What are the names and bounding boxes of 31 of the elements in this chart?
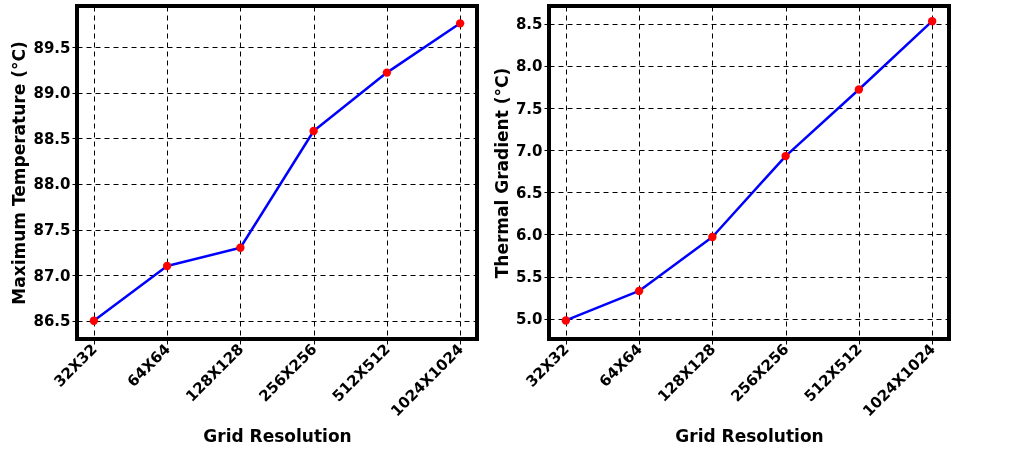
y-tick-label: 88.5	[33, 129, 71, 148]
y-tick-label: 87.0	[33, 266, 71, 285]
y-tick-label: 89.5	[33, 38, 71, 57]
point	[561, 316, 571, 325]
point	[781, 151, 790, 161]
y-axis-title: Thermal Gradient (°C)	[491, 67, 512, 279]
y-axis-title: Maximum Temperature (°C)	[9, 41, 30, 305]
point	[236, 243, 245, 252]
point	[89, 316, 99, 325]
y-tick-label: 8.0	[515, 57, 543, 76]
point	[708, 232, 717, 242]
point	[634, 286, 644, 296]
y-tick-label: 5.0	[515, 310, 543, 329]
y-tick-label: 86.5	[33, 312, 71, 331]
y-tick-label: 7.0	[515, 141, 543, 160]
y-tick-label: 5.5	[515, 268, 543, 287]
x-axis-title: Grid Resolution	[203, 426, 352, 447]
y-tick-label: 87.5	[33, 221, 71, 240]
y-tick-label: 6.5	[515, 183, 543, 202]
y-tick-label: 8.5	[515, 15, 543, 34]
point	[927, 17, 937, 26]
y-tick-label: 89.0	[33, 84, 71, 103]
point	[854, 85, 864, 94]
point	[382, 68, 392, 77]
point	[455, 19, 465, 28]
x-axis-title: Grid Resolution	[675, 426, 824, 447]
y-tick-label: 7.5	[515, 99, 543, 118]
y-tick-label: 6.0	[515, 225, 543, 244]
point	[309, 126, 318, 136]
point	[162, 261, 172, 271]
y-tick-label: 88.0	[33, 175, 71, 194]
